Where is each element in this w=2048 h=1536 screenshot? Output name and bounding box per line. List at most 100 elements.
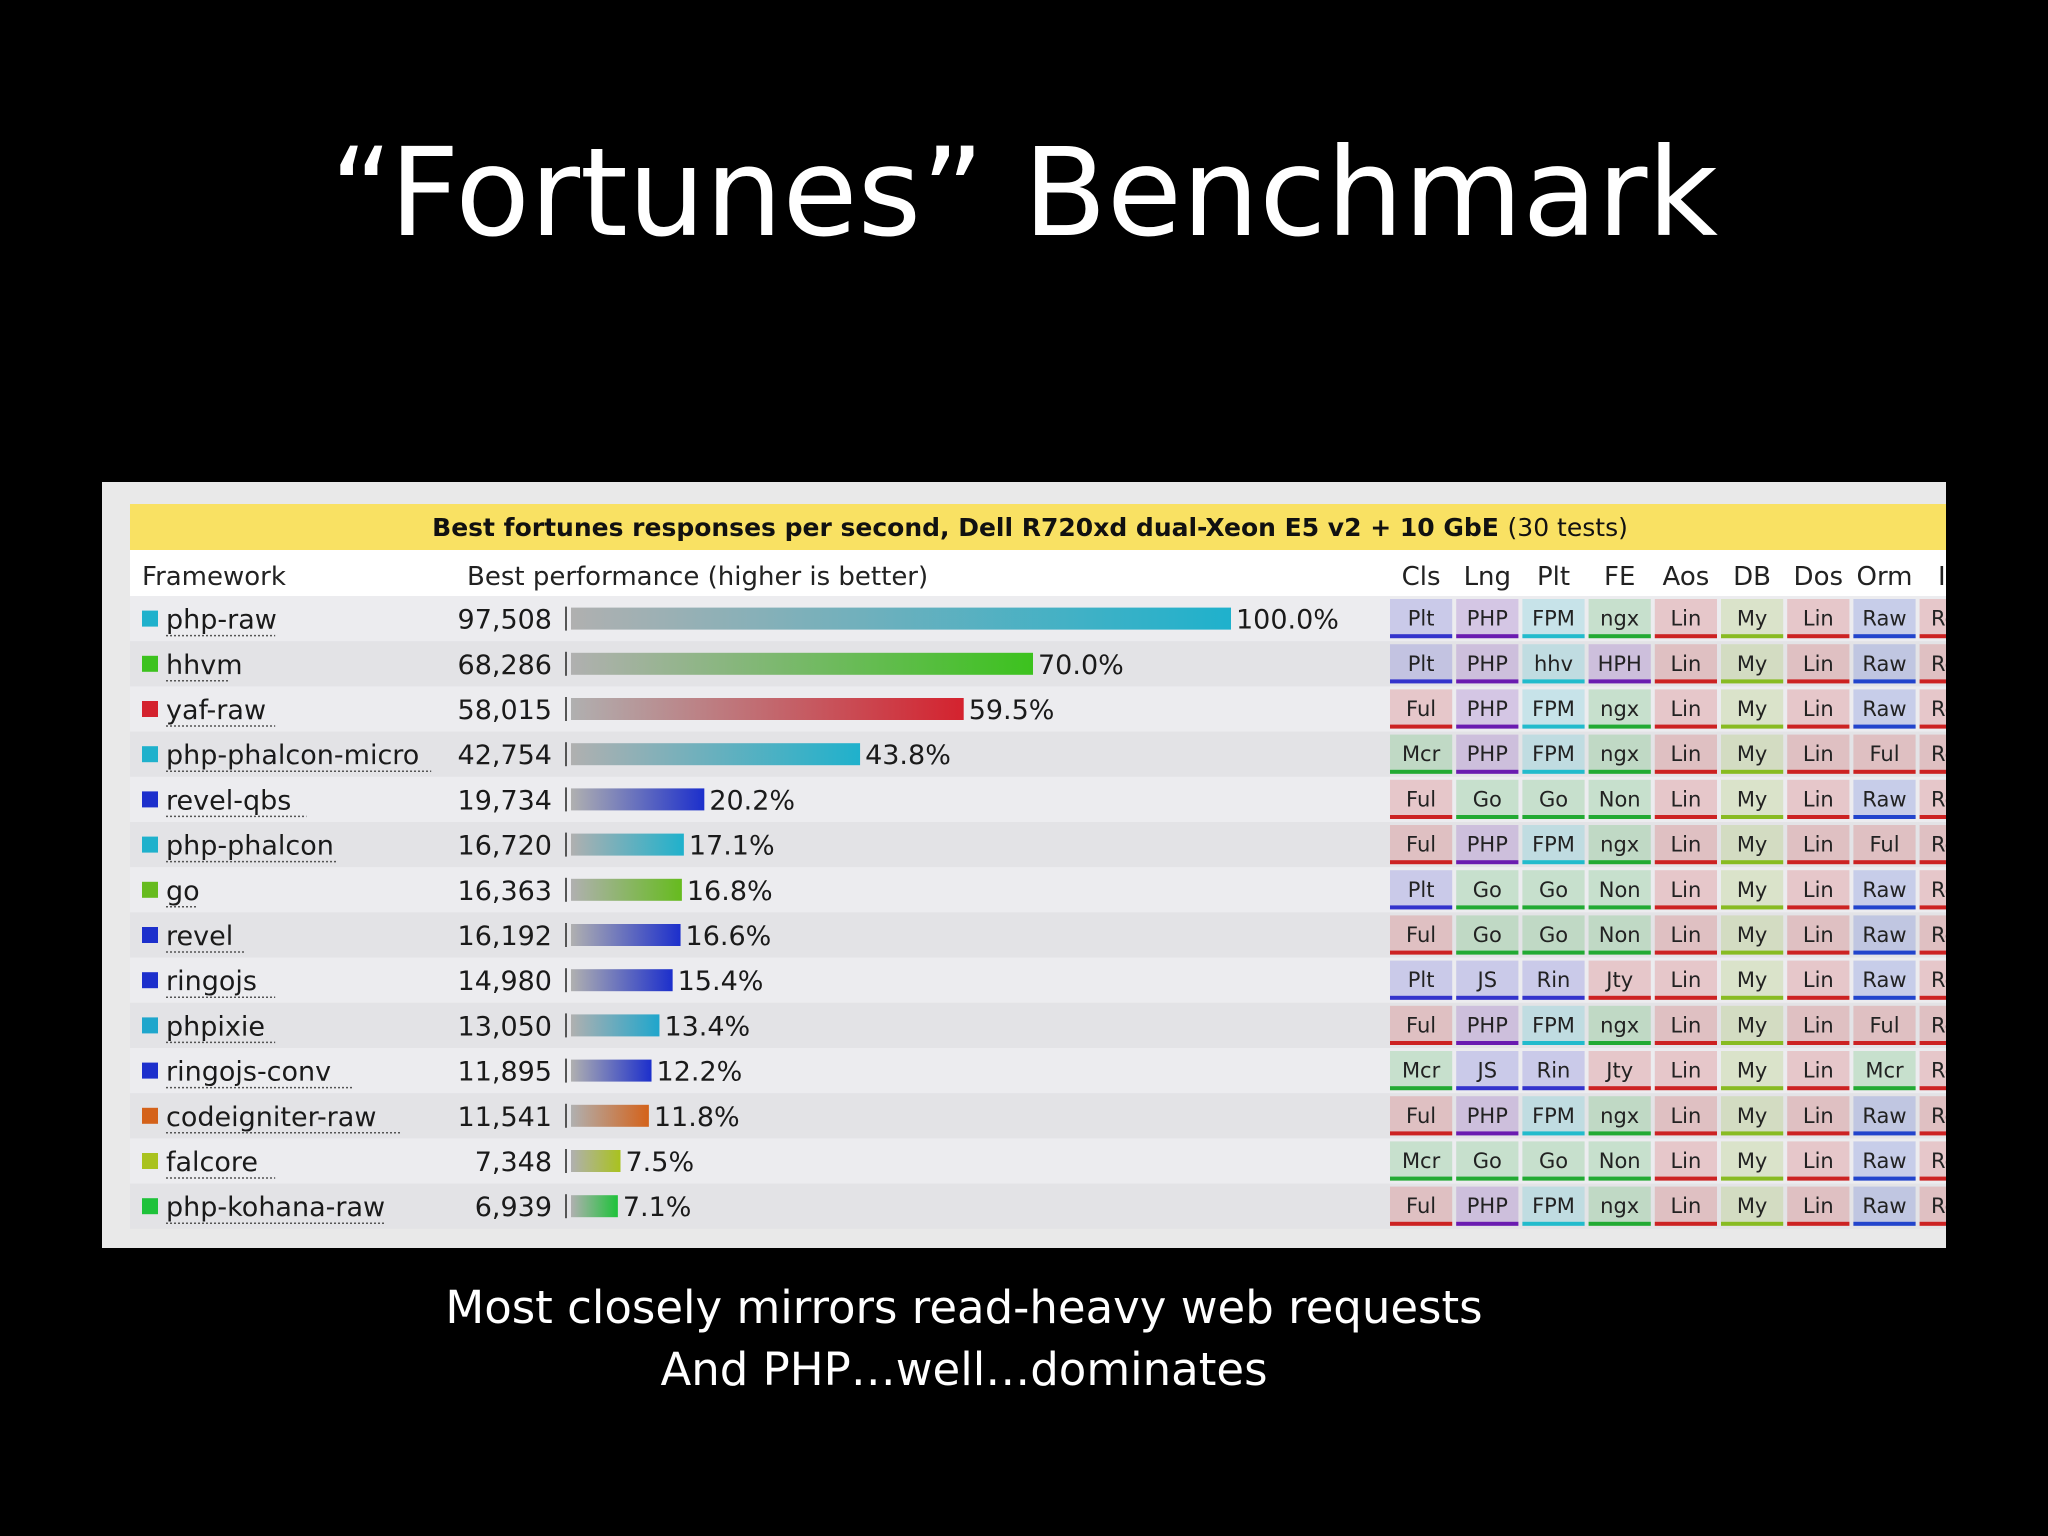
attribute-cell <box>1654 599 1717 639</box>
attribute-raw: Raw <box>1862 923 1906 947</box>
column-header-performance: Best performance (higher is better) <box>467 562 928 592</box>
attribute-hhv: hhv <box>1534 652 1573 676</box>
attribute-underline <box>1721 1041 1784 1045</box>
attribute-cell <box>1456 960 1519 1000</box>
attribute-raw: Raw <box>1862 968 1906 992</box>
attribute-underline <box>1654 995 1717 1000</box>
attribute-my: My <box>1737 968 1768 992</box>
attribute-underline <box>1522 860 1585 865</box>
attribute-cell <box>1522 779 1585 819</box>
attribute-cell <box>1588 870 1651 910</box>
attribute-underline <box>1721 634 1784 639</box>
attribute-cell <box>1522 644 1585 684</box>
attribute-cell <box>1654 1141 1717 1181</box>
attribute-ful: Ful <box>1406 1013 1436 1037</box>
bar-baseline-tick <box>565 606 567 631</box>
attribute-underline <box>1853 1176 1916 1181</box>
attribute-underline <box>1390 815 1453 819</box>
attribute-go: Go <box>1473 878 1502 902</box>
attribute-underline <box>1721 1221 1784 1226</box>
attribute-underline <box>1522 634 1585 639</box>
attribute-raw: Raw <box>1862 652 1906 676</box>
attribute-underline <box>1853 724 1916 729</box>
attribute-cell <box>1787 599 1850 639</box>
attribute-lin: Lin <box>1670 833 1701 857</box>
attribute-cell <box>1787 734 1850 774</box>
attribute-hph: HPH <box>1598 652 1642 676</box>
caption-line-2: And PHP…well…dominates <box>660 1343 1268 1396</box>
attribute-cell <box>1522 689 1585 729</box>
attribute-underline <box>1588 634 1651 639</box>
attribute-underline <box>1588 860 1651 865</box>
attribute-cell <box>1654 689 1717 729</box>
framework-color-swatch <box>142 701 158 717</box>
attribute-rea: Rea <box>1931 1013 1946 1037</box>
attribute-cell <box>1588 1005 1651 1045</box>
attribute-cell <box>1522 734 1585 774</box>
performance-percent: 100.0% <box>1236 605 1339 636</box>
attribute-rea: Rea <box>1931 878 1946 902</box>
attribute-underline <box>1522 950 1585 955</box>
performance-value: 19,734 <box>458 785 552 816</box>
attribute-cell <box>1390 1096 1453 1136</box>
attribute-underline <box>1522 1086 1585 1091</box>
row-background <box>130 731 1946 777</box>
attribute-rea: Rea <box>1931 1194 1946 1218</box>
column-header-lng: Lng <box>1464 562 1511 592</box>
framework-color-swatch <box>142 1107 158 1124</box>
attribute-underline <box>1588 724 1651 729</box>
attribute-lin: Lin <box>1670 1013 1701 1037</box>
attribute-cell <box>1721 870 1784 910</box>
attribute-cell <box>1522 915 1585 955</box>
attribute-cell <box>1721 779 1784 819</box>
attribute-ngx: ngx <box>1600 697 1639 721</box>
attribute-cell <box>1588 1141 1651 1181</box>
attribute-underline <box>1919 995 1982 1000</box>
attribute-js: JS <box>1476 968 1498 992</box>
attribute-cell <box>1787 779 1850 819</box>
performance-value: 14,980 <box>458 966 552 997</box>
attribute-jty: Jty <box>1604 1059 1633 1083</box>
attribute-lin: Lin <box>1803 923 1834 947</box>
attribute-underline <box>1654 1176 1717 1181</box>
attribute-lin: Lin <box>1670 742 1701 766</box>
attribute-cell <box>1721 915 1784 955</box>
attribute-cell <box>1721 734 1784 774</box>
attribute-cell <box>1721 599 1784 639</box>
attribute-fpm: FPM <box>1532 607 1575 631</box>
attribute-cell <box>1390 870 1453 910</box>
attribute-underline <box>1456 1041 1519 1045</box>
attribute-underline <box>1390 905 1453 910</box>
bar-baseline-tick <box>565 697 567 721</box>
attribute-underline <box>1919 1131 1982 1136</box>
attribute-cell <box>1853 689 1916 729</box>
framework-name: hhvm <box>166 650 243 681</box>
attribute-my: My <box>1737 652 1768 676</box>
attribute-cell <box>1721 644 1784 684</box>
performance-value: 13,050 <box>458 1011 552 1042</box>
performance-percent: 15.4% <box>678 966 764 997</box>
attribute-underline <box>1390 634 1453 639</box>
attribute-underline <box>1787 905 1850 910</box>
attribute-mcr: Mcr <box>1402 1059 1441 1083</box>
performance-value: 97,508 <box>458 605 552 636</box>
attribute-cell <box>1390 915 1453 955</box>
attribute-underline <box>1522 724 1585 729</box>
attribute-cell <box>1654 870 1717 910</box>
attribute-underline <box>1456 769 1519 774</box>
attribute-non: Non <box>1599 1149 1641 1173</box>
attribute-lin: Lin <box>1670 1104 1701 1128</box>
attribute-underline <box>1853 1221 1916 1226</box>
attribute-underline <box>1456 1086 1519 1091</box>
attribute-cell <box>1721 689 1784 729</box>
framework-color-swatch <box>142 1062 158 1079</box>
attribute-php: PHP <box>1467 607 1508 631</box>
attribute-my: My <box>1737 923 1768 947</box>
attribute-cell <box>1787 1051 1850 1091</box>
performance-percent: 59.5% <box>969 695 1055 726</box>
framework-name: ringojs <box>166 966 257 997</box>
table-row: codeigniter-raw 11,541 11.8% Ful PHP FPM ngx Li… <box>130 1093 1982 1139</box>
attribute-fpm: FPM <box>1532 697 1575 721</box>
attribute-underline <box>1522 1131 1585 1136</box>
attribute-cell <box>1853 960 1916 1000</box>
